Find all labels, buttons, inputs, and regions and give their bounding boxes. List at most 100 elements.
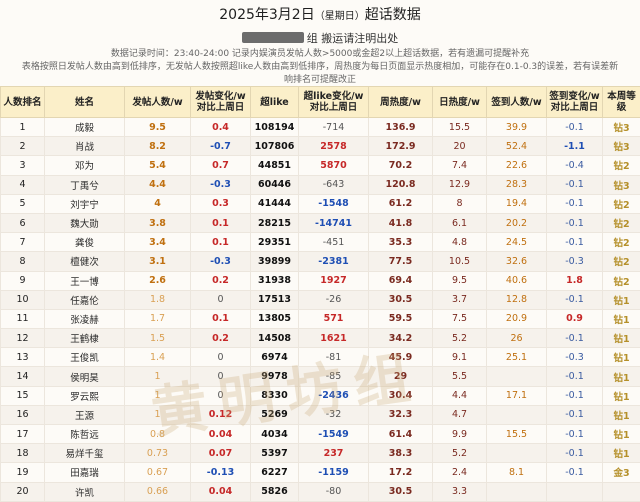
cell-signin <box>487 482 547 501</box>
cell-level: 钻3 <box>603 175 640 194</box>
cell-rank: 19 <box>1 463 45 482</box>
cell-posts: 1.4 <box>125 348 191 367</box>
cell-level: 钻1 <box>603 348 640 367</box>
cell-posts: 9.5 <box>125 118 191 137</box>
cell-posts-change: 0.07 <box>191 444 251 463</box>
cell-posts: 4.4 <box>125 175 191 194</box>
cell-name: 王俊凯 <box>45 348 125 367</box>
cell-signin: 19.4 <box>487 194 547 213</box>
cell-signin-change: -0.1 <box>547 233 603 252</box>
cell-name: 任嘉伦 <box>45 290 125 309</box>
cell-signin <box>487 444 547 463</box>
cell-signin-change: -0.1 <box>547 213 603 232</box>
title-suffix: 超话数据 <box>365 7 421 23</box>
cell-daily-heat: 5.5 <box>433 367 487 386</box>
cell-like: 28215 <box>251 213 299 232</box>
cell-posts: 0.66 <box>125 482 191 501</box>
cell-daily-heat: 5.2 <box>433 444 487 463</box>
cell-level: 金3 <box>603 463 640 482</box>
cell-posts: 1.8 <box>125 290 191 309</box>
cell-name: 易烊千玺 <box>45 444 125 463</box>
cell-name: 刘宇宁 <box>45 194 125 213</box>
cell-signin-change: -0.1 <box>547 118 603 137</box>
cell-posts-change: -0.3 <box>191 252 251 271</box>
cell-name: 肖战 <box>45 137 125 156</box>
cell-rank: 11 <box>1 309 45 328</box>
cell-rank: 15 <box>1 386 45 405</box>
cell-rank: 6 <box>1 213 45 232</box>
cell-weekly-heat: 61.4 <box>369 425 433 444</box>
cell-weekly-heat: 41.8 <box>369 213 433 232</box>
cell-daily-heat: 4.7 <box>433 405 487 424</box>
cell-name: 成毅 <box>45 118 125 137</box>
cell-like-change: -80 <box>299 482 369 501</box>
cell-daily-heat: 4.8 <box>433 233 487 252</box>
cell-weekly-heat: 69.4 <box>369 271 433 290</box>
cell-weekly-heat: 30.5 <box>369 482 433 501</box>
cell-weekly-heat: 45.9 <box>369 348 433 367</box>
cell-weekly-heat: 35.3 <box>369 233 433 252</box>
cell-name: 丁禹兮 <box>45 175 125 194</box>
cell-signin: 24.5 <box>487 233 547 252</box>
cell-daily-heat: 7.4 <box>433 156 487 175</box>
cell-daily-heat: 9.9 <box>433 425 487 444</box>
cell-like: 9978 <box>251 367 299 386</box>
cell-signin-change: 0.9 <box>547 309 603 328</box>
cell-signin-change: -0.3 <box>547 348 603 367</box>
cell-like-change: 5870 <box>299 156 369 175</box>
column-header: 本周等级 <box>603 87 640 118</box>
cell-name: 许凯 <box>45 482 125 501</box>
cell-name: 邓为 <box>45 156 125 175</box>
title-weekday: （星期日） <box>315 11 365 22</box>
cell-daily-heat: 7.5 <box>433 309 487 328</box>
cell-like-change: 2578 <box>299 137 369 156</box>
cell-signin: 8.1 <box>487 463 547 482</box>
cell-signin: 40.6 <box>487 271 547 290</box>
cell-signin-change: -0.1 <box>547 367 603 386</box>
cell-weekly-heat: 120.8 <box>369 175 433 194</box>
cell-posts-change: 0.4 <box>191 118 251 137</box>
cell-rank: 20 <box>1 482 45 501</box>
cell-like-change: -26 <box>299 290 369 309</box>
subtitle: 组 搬运请注明出处 <box>0 30 640 46</box>
cell-weekly-heat: 136.9 <box>369 118 433 137</box>
cell-signin-change <box>547 482 603 501</box>
cell-level: 钻2 <box>603 252 640 271</box>
cell-posts: 2.6 <box>125 271 191 290</box>
cell-posts: 4 <box>125 194 191 213</box>
cell-daily-heat: 9.5 <box>433 271 487 290</box>
cell-level: 钻1 <box>603 444 640 463</box>
cell-signin-change: -0.4 <box>547 156 603 175</box>
cell-rank: 13 <box>1 348 45 367</box>
cell-posts: 5.4 <box>125 156 191 175</box>
cell-weekly-heat: 34.2 <box>369 329 433 348</box>
cell-like: 17513 <box>251 290 299 309</box>
cell-daily-heat: 4.4 <box>433 386 487 405</box>
cell-posts: 1.5 <box>125 329 191 348</box>
cell-weekly-heat: 30.4 <box>369 386 433 405</box>
cell-level: 钻1 <box>603 309 640 328</box>
cell-level: 钻3 <box>603 137 640 156</box>
cell-weekly-heat: 38.3 <box>369 444 433 463</box>
cell-daily-heat: 12.9 <box>433 175 487 194</box>
cell-signin-change: -1.1 <box>547 137 603 156</box>
cell-level: 钻3 <box>603 118 640 137</box>
cell-like: 8330 <box>251 386 299 405</box>
cell-name: 侯明昊 <box>45 367 125 386</box>
cell-like: 107806 <box>251 137 299 156</box>
cell-weekly-heat: 17.2 <box>369 463 433 482</box>
cell-daily-heat: 8 <box>433 194 487 213</box>
cell-posts-change: 0.12 <box>191 405 251 424</box>
cell-like-change: -1159 <box>299 463 369 482</box>
cell-name: 王源 <box>45 405 125 424</box>
cell-rank: 16 <box>1 405 45 424</box>
